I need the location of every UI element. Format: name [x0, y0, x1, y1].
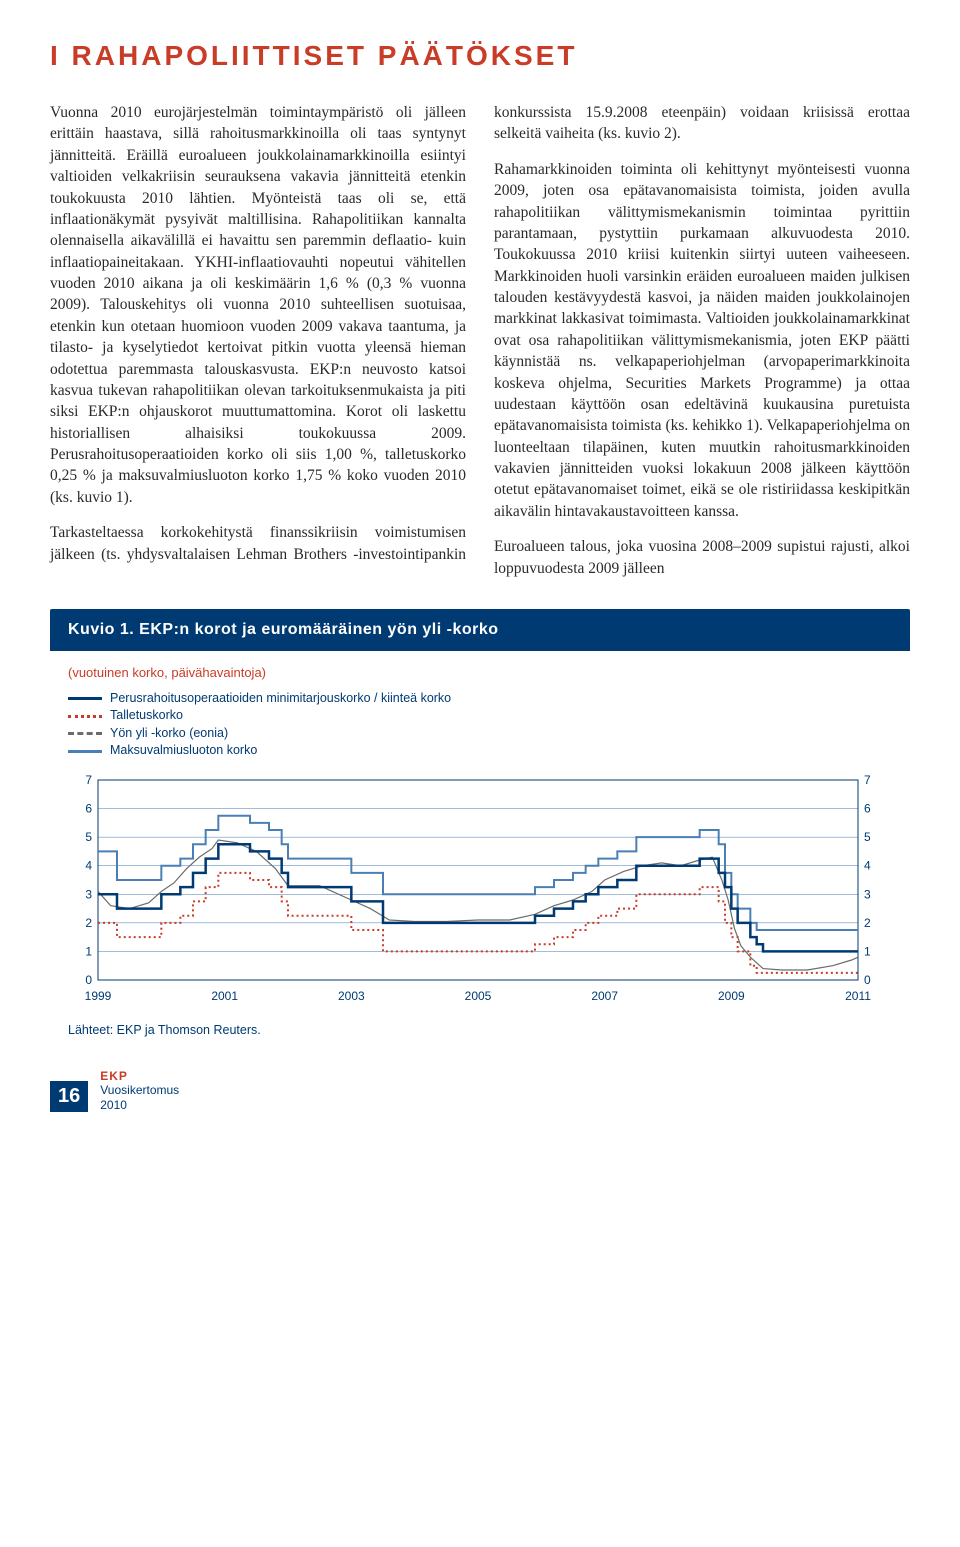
- svg-text:6: 6: [85, 801, 92, 815]
- svg-text:3: 3: [85, 887, 92, 901]
- chart-legend: Perusrahoitusoperaatioiden minimitarjous…: [68, 690, 892, 760]
- svg-text:0: 0: [864, 973, 871, 987]
- page-title: I RAHAPOLIITTISET PÄÄTÖKSET: [50, 40, 910, 72]
- svg-text:2003: 2003: [338, 989, 365, 1003]
- chart-source: Lähteet: EKP ja Thomson Reuters.: [68, 1023, 892, 1037]
- svg-text:2: 2: [864, 916, 871, 930]
- svg-text:2: 2: [85, 916, 92, 930]
- body-text: Vuonna 2010 eurojärjestelmän toimintaymp…: [50, 102, 910, 579]
- svg-text:1999: 1999: [85, 989, 112, 1003]
- svg-text:2007: 2007: [591, 989, 618, 1003]
- svg-text:6: 6: [864, 801, 871, 815]
- legend-item: Yön yli -korko (eonia): [68, 725, 892, 743]
- svg-text:7: 7: [864, 773, 871, 787]
- chart-plot: 0 0 1 1 2 2 3 3 4 4 5 5 6 6 7 7 1999 2001 2003 2005 2007 2009…: [68, 768, 892, 1013]
- svg-text:3: 3: [864, 887, 871, 901]
- chart-title: Kuvio 1. EKP:n korot ja euromääräinen yö…: [50, 609, 910, 651]
- chart-panel: Kuvio 1. EKP:n korot ja euromääräinen yö…: [50, 609, 910, 1045]
- footer-line: Vuosikertomus: [100, 1083, 179, 1097]
- footer-line: EKP: [100, 1069, 179, 1083]
- svg-text:2011: 2011: [845, 989, 871, 1003]
- paragraph: Vuonna 2010 eurojärjestelmän toimintaymp…: [50, 102, 466, 508]
- legend-item: Talletuskorko: [68, 707, 892, 725]
- page-number: 16: [50, 1081, 88, 1112]
- svg-text:7: 7: [85, 773, 92, 787]
- svg-text:5: 5: [864, 830, 871, 844]
- paragraph: Rahamarkkinoiden toiminta oli kehittynyt…: [494, 159, 910, 522]
- svg-text:4: 4: [864, 859, 871, 873]
- svg-text:4: 4: [85, 859, 92, 873]
- svg-text:2005: 2005: [465, 989, 492, 1003]
- svg-text:2001: 2001: [211, 989, 238, 1003]
- svg-text:1: 1: [85, 944, 92, 958]
- svg-text:1: 1: [864, 944, 871, 958]
- svg-text:2009: 2009: [718, 989, 745, 1003]
- chart-subtitle: (vuotuinen korko, päivähavaintoja): [68, 665, 892, 680]
- legend-item: Maksuvalmiusluoton korko: [68, 742, 892, 760]
- legend-item: Perusrahoitusoperaatioiden minimitarjous…: [68, 690, 892, 708]
- footer-line: 2010: [100, 1098, 179, 1112]
- page-footer: 16 EKP Vuosikertomus 2010: [50, 1069, 910, 1112]
- paragraph: Euroalueen talous, joka vuosina 2008–200…: [494, 536, 910, 579]
- svg-text:5: 5: [85, 830, 92, 844]
- svg-text:0: 0: [85, 973, 92, 987]
